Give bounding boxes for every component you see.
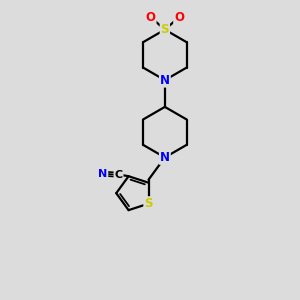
Text: N: N — [98, 169, 107, 179]
Text: S: S — [144, 197, 153, 210]
Text: O: O — [174, 11, 184, 24]
Text: N: N — [160, 151, 170, 164]
Text: S: S — [160, 23, 169, 36]
Text: C: C — [115, 170, 123, 180]
Text: N: N — [160, 74, 170, 87]
Text: O: O — [146, 11, 156, 24]
